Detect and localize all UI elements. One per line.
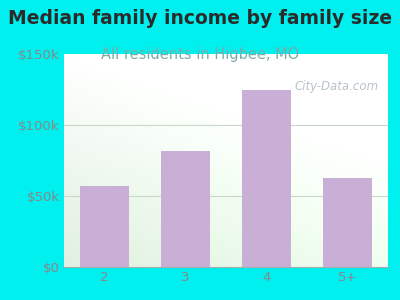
Bar — [323, 178, 372, 267]
Text: All residents in Higbee, MO: All residents in Higbee, MO — [101, 46, 299, 62]
Text: Median family income by family size: Median family income by family size — [8, 9, 392, 28]
Bar — [242, 89, 291, 267]
Bar — [161, 151, 210, 267]
Text: City-Data.com: City-Data.com — [294, 80, 378, 93]
Bar — [80, 186, 129, 267]
